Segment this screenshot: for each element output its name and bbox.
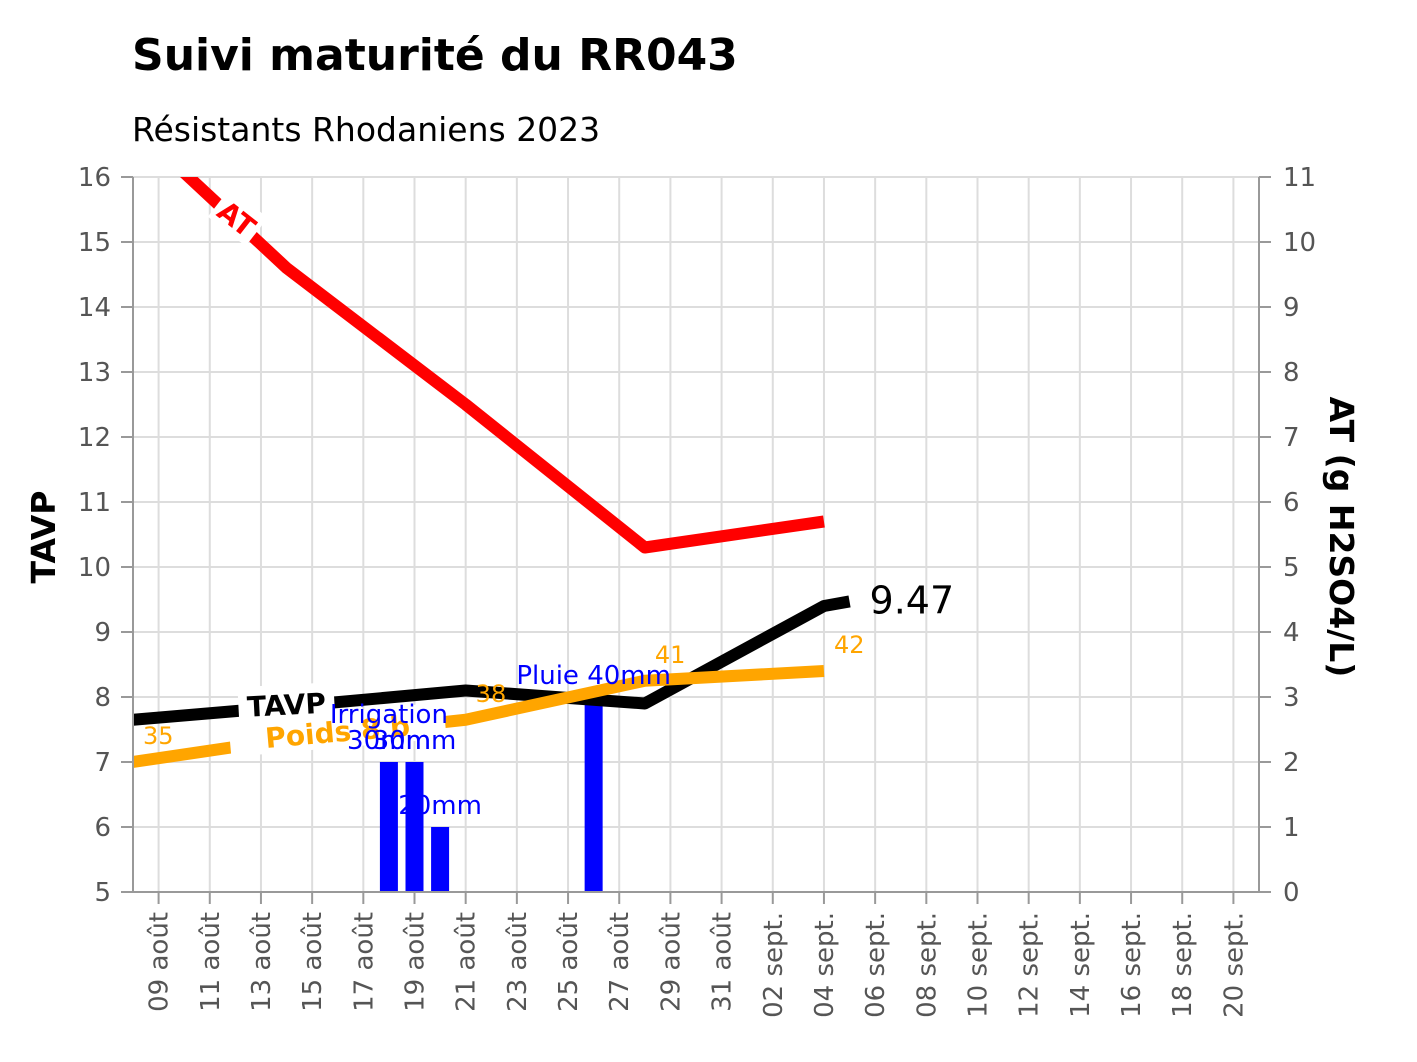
x-tick-label: 11 août xyxy=(196,912,226,1012)
x-tick-label: 09 août xyxy=(145,912,175,1012)
y-left-tick-label: 11 xyxy=(78,488,111,518)
y-right-tick-label: 9 xyxy=(1283,293,1300,323)
y-right-tick-label: 4 xyxy=(1283,618,1300,648)
chart-title: Suivi maturité du RR043 xyxy=(132,30,738,81)
y-left-tick-label: 9 xyxy=(94,618,111,648)
x-tick-label: 08 sept. xyxy=(912,912,942,1018)
x-tick-label: 15 août xyxy=(298,912,328,1012)
x-tick-label: 12 sept. xyxy=(1015,912,1045,1018)
x-tick-label: 10 sept. xyxy=(964,912,994,1018)
x-tick-label: 17 août xyxy=(349,912,379,1012)
y-right-tick-label: 3 xyxy=(1283,683,1300,713)
bar-annotation-label: 20mm xyxy=(398,791,482,821)
y-right-tick-label: 1 xyxy=(1283,813,1300,843)
y-left-tick-label: 12 xyxy=(78,423,111,453)
weight-point-label: 35 xyxy=(143,722,174,750)
y-left-tick-label: 16 xyxy=(78,163,111,193)
x-tick-label: 27 août xyxy=(605,912,635,1012)
x-tick-label: 21 août xyxy=(452,912,482,1012)
rain-irrigation-bar xyxy=(405,762,424,892)
y-right-tick-label: 6 xyxy=(1283,488,1300,518)
y-left-tick-label: 7 xyxy=(94,748,111,778)
x-tick-label: 04 sept. xyxy=(810,912,840,1018)
y-right-tick-label: 10 xyxy=(1283,228,1316,258)
x-tick-label: 13 août xyxy=(247,912,277,1012)
weight-point-label: 42 xyxy=(834,631,865,659)
y-left-tick-label: 5 xyxy=(94,878,111,908)
y-left-tick-label: 13 xyxy=(78,358,111,388)
bars-layer xyxy=(379,697,603,892)
y-left-tick-label: 14 xyxy=(78,293,111,323)
tavp-end-value-label: 9.47 xyxy=(870,578,955,622)
x-tick-label: 16 sept. xyxy=(1117,912,1147,1018)
x-tick-label: 23 août xyxy=(503,912,533,1012)
weight-point-label: 41 xyxy=(655,641,686,669)
y-right-tick-label: 11 xyxy=(1283,163,1316,193)
rain-irrigation-bar xyxy=(379,762,398,892)
series-name-label-bg xyxy=(237,682,336,724)
series-name-label-bg xyxy=(207,188,268,247)
x-tick-label: 02 sept. xyxy=(759,912,789,1018)
series-name-label: Poids 8 b xyxy=(228,702,447,758)
bar-annotation-label: 30mm xyxy=(373,726,457,756)
bar-annotation-label: Irrigation xyxy=(330,700,448,730)
x-tick-label: 20 sept. xyxy=(1219,912,1249,1018)
rain-irrigation-bar xyxy=(584,697,603,892)
y-right-tick-label: 8 xyxy=(1283,358,1300,388)
x-tick-label: 06 sept. xyxy=(861,912,891,1018)
y-right-tick-label: 0 xyxy=(1283,878,1300,908)
grid-layer xyxy=(133,176,1259,893)
y-right-tick-label: 5 xyxy=(1283,553,1300,583)
x-tick-label: 18 sept. xyxy=(1168,912,1198,1018)
y-left-tick-label: 10 xyxy=(78,553,111,583)
y-axis-left-title: TAVP xyxy=(24,491,63,584)
series-name-label-bg xyxy=(228,702,447,758)
y-left-tick-label: 6 xyxy=(94,813,111,843)
chart-subtitle: Résistants Rhodaniens 2023 xyxy=(132,110,601,149)
y-left-tick-label: 8 xyxy=(94,683,111,713)
bar-annotation-label: Pluie 40mm xyxy=(516,661,671,691)
series-line-at xyxy=(180,177,825,554)
axis-layer: 5 0 6 1 7 2 8 3 9 4 10 5 11 6 12 7 13 8 14 9 15 10 16 11 09 août… xyxy=(78,163,1316,1018)
x-tick-label: 25 août xyxy=(554,912,584,1012)
x-tick-label: 31 août xyxy=(708,912,738,1012)
y-right-tick-label: 7 xyxy=(1283,423,1300,453)
y-right-tick-label: 2 xyxy=(1283,748,1300,778)
y-axis-right-title: AT (g H2SO4/L) xyxy=(1322,397,1361,678)
weight-point-label: 38 xyxy=(476,680,507,708)
x-tick-label: 14 sept. xyxy=(1066,912,1096,1018)
bar-annotation-label: 30mm xyxy=(347,726,431,756)
y-left-tick-label: 15 xyxy=(78,228,111,258)
x-tick-label: 29 août xyxy=(656,912,686,1012)
rain-irrigation-bar xyxy=(431,827,450,892)
x-tick-label: 19 août xyxy=(401,912,431,1012)
